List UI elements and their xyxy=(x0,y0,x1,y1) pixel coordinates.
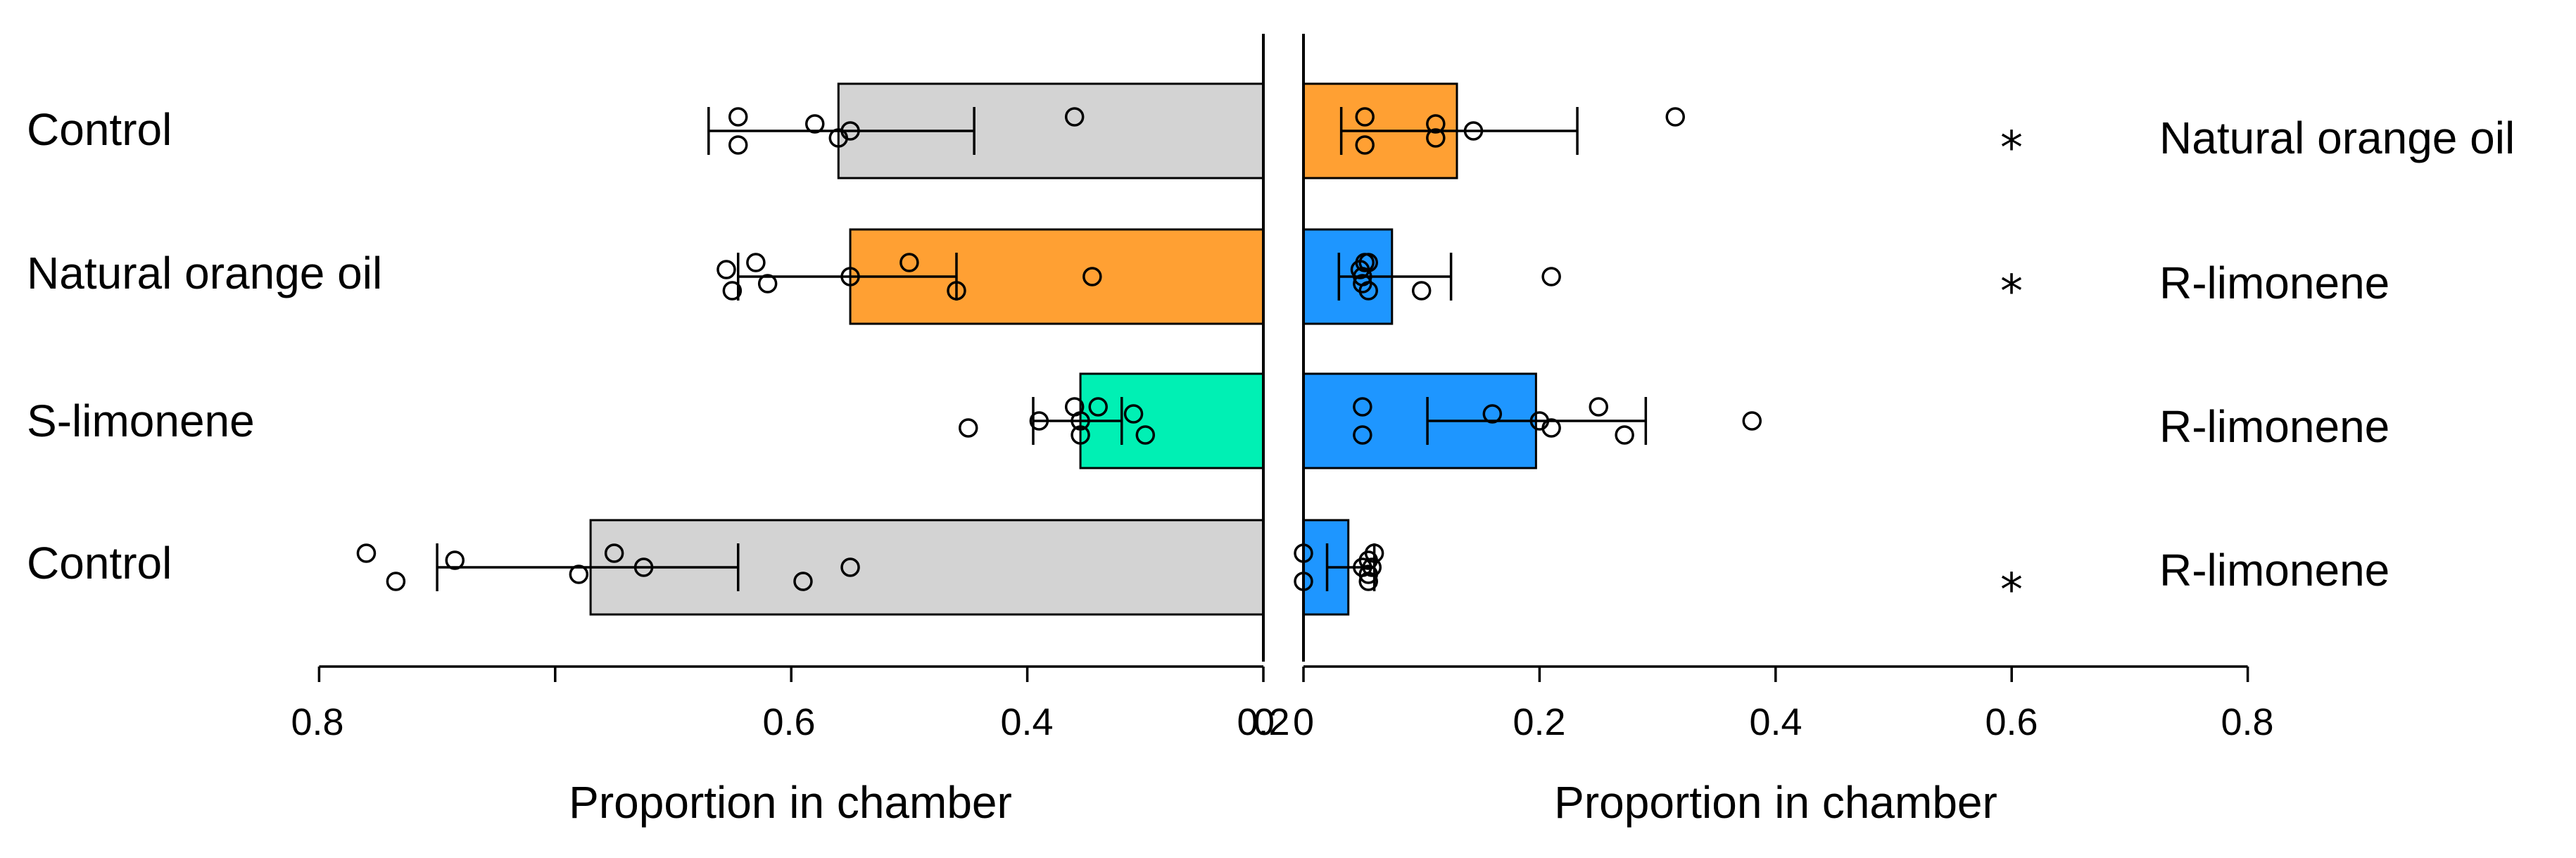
left-data-point xyxy=(757,274,778,294)
row-left-label: S-limonene xyxy=(27,396,255,446)
row-right-label: Natural orange oil xyxy=(2159,113,2515,163)
row-right-label: R-limonene xyxy=(2159,545,2389,595)
row-left-label: Natural orange oil xyxy=(27,248,382,298)
left-tick-label: 0.8 xyxy=(291,701,343,743)
right-data-point xyxy=(1615,425,1634,445)
left-data-point xyxy=(1123,404,1144,424)
left-tick-label: 0.4 xyxy=(1000,701,1053,743)
left-tick-label: 0.6 xyxy=(762,701,815,743)
left-tick-label: 0 xyxy=(1254,701,1275,743)
right-data-point xyxy=(1362,557,1382,577)
right-data-point xyxy=(1589,397,1608,417)
row-left-label: Control xyxy=(27,538,172,588)
left-data-point xyxy=(1029,411,1049,431)
left-data-point xyxy=(1064,107,1085,127)
right-data-point xyxy=(1426,128,1446,148)
significance-marker: * xyxy=(2000,564,2023,617)
right-data-point xyxy=(1355,135,1375,155)
right-data-point xyxy=(1665,107,1686,127)
right-data-point xyxy=(1482,404,1503,424)
row-left-label: Control xyxy=(27,104,172,155)
right-data-point xyxy=(1411,281,1432,301)
left-data-point xyxy=(604,543,624,563)
left-data-point xyxy=(804,114,825,134)
left-data-point xyxy=(947,281,966,301)
right-data-point xyxy=(1364,543,1384,563)
right-data-point xyxy=(1529,411,1550,431)
left-data-point xyxy=(716,260,736,279)
left-data-point xyxy=(793,572,813,591)
left-data-point xyxy=(633,557,654,577)
right-data-point xyxy=(1355,107,1375,127)
left-data-point xyxy=(728,107,748,127)
right-data-point xyxy=(1426,114,1446,134)
row-right-label: R-limonene xyxy=(2159,401,2389,452)
axes-layer xyxy=(317,34,2249,682)
left-data-point xyxy=(746,253,766,272)
left-data-point xyxy=(1071,411,1090,431)
right-data-point xyxy=(1358,253,1378,272)
row-right-label: R-limonene xyxy=(2159,258,2389,308)
left-data-point xyxy=(722,281,743,301)
right-data-point xyxy=(1742,411,1762,431)
point-layer xyxy=(356,107,1762,591)
right-data-point xyxy=(1463,121,1484,141)
right-data-point xyxy=(1541,267,1561,286)
right-data-point xyxy=(1353,274,1372,294)
left-data-point xyxy=(1082,267,1102,286)
left-data-point xyxy=(1071,425,1090,445)
right-data-point xyxy=(1353,425,1372,445)
left-x-axis-title: Proportion in chamber xyxy=(569,777,1012,828)
left-data-point xyxy=(840,557,860,577)
right-tick-label: 0.4 xyxy=(1749,701,1802,743)
significance-marker: * xyxy=(2000,266,2023,318)
left-data-point xyxy=(386,572,406,591)
left-data-point xyxy=(959,418,978,438)
left-data-point xyxy=(840,121,860,141)
right-data-point xyxy=(1358,572,1378,591)
left-data-point xyxy=(445,550,465,570)
left-data-point xyxy=(899,253,919,272)
left-data-point xyxy=(569,564,589,584)
bar-layer xyxy=(589,82,1537,616)
left-data-point xyxy=(1088,397,1108,417)
left-data-point xyxy=(728,135,748,155)
error-bar-layer xyxy=(436,107,1648,591)
right-data-point xyxy=(1353,397,1372,417)
significance-marker: * xyxy=(2000,122,2023,175)
right-tick-label: 0.6 xyxy=(1985,701,2038,743)
left-data-point xyxy=(840,267,860,286)
right-tick-label: 0.2 xyxy=(1513,701,1565,743)
right-tick-label: 0 xyxy=(1293,701,1314,743)
left-data-point xyxy=(1135,425,1156,445)
right-tick-label: 0.8 xyxy=(2221,701,2273,743)
left-data-point xyxy=(356,543,377,563)
left-tick-label: 0.2 xyxy=(1237,701,1289,743)
right-x-axis-title: Proportion in chamber xyxy=(1554,777,1997,828)
